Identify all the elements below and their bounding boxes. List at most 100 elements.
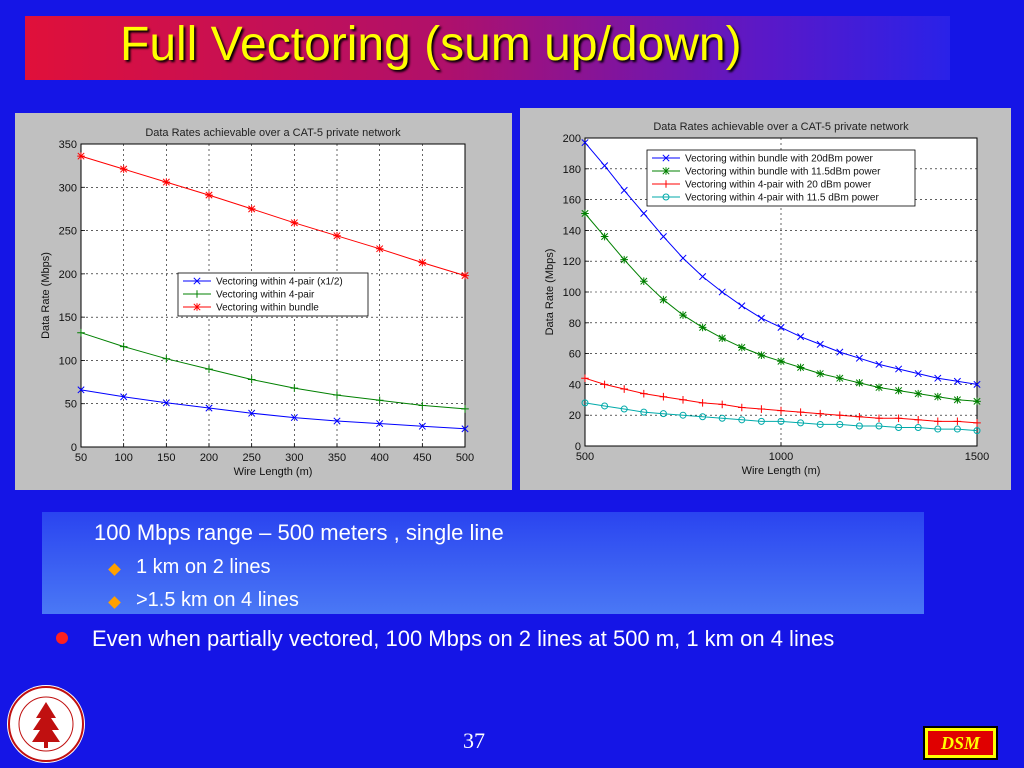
data-point — [620, 255, 628, 264]
data-point — [934, 417, 942, 426]
data-point — [757, 405, 766, 413]
y-tick-label: 200 — [563, 133, 581, 145]
data-point — [777, 323, 785, 331]
data-point — [816, 369, 824, 378]
data-point — [934, 374, 942, 382]
chart-left: Data Rates achievable over a CAT-5 priva… — [15, 113, 512, 490]
chart-title: Data Rates achievable over a CAT-5 priva… — [145, 127, 401, 139]
x-tick-label: 100 — [114, 452, 132, 464]
data-point — [601, 162, 609, 170]
data-point — [601, 402, 609, 410]
x-tick-label: 300 — [285, 452, 303, 464]
series-line-1 — [80, 389, 466, 430]
data-point — [640, 209, 648, 218]
y-tick-label: 20 — [569, 410, 581, 422]
data-point — [679, 254, 687, 262]
data-point — [205, 404, 213, 412]
data-point — [205, 191, 213, 199]
bullet-sub-2: >1.5 km on 4 lines — [136, 589, 299, 611]
data-point — [699, 413, 707, 421]
data-point — [797, 419, 805, 427]
page-number: 37 — [463, 728, 485, 753]
data-point — [895, 424, 903, 432]
data-point — [600, 380, 609, 389]
legend-label: Vectoring within bundle with 20dBm power — [685, 154, 874, 165]
legend-marker — [662, 180, 670, 188]
legend-label: Vectoring within 4-pair with 20 dBm powe… — [685, 180, 872, 191]
x-tick-label: 350 — [328, 452, 346, 464]
legend-marker — [193, 277, 201, 285]
data-point — [77, 386, 85, 394]
data-point — [418, 258, 427, 267]
data-point — [620, 186, 628, 194]
data-point — [659, 233, 667, 241]
data-point — [914, 416, 922, 424]
data-point — [796, 408, 805, 416]
x-tick-label: 250 — [242, 452, 260, 464]
legend-marker — [662, 154, 670, 162]
y-tick-label: 100 — [563, 287, 581, 299]
y-tick-label: 0 — [575, 441, 581, 453]
data-point — [659, 295, 668, 304]
x-tick-label: 500 — [456, 452, 474, 464]
data-point — [581, 209, 589, 218]
data-point — [757, 417, 765, 425]
legend-label: Vectoring within bundle with 11.5dBm pow… — [685, 167, 881, 178]
data-point — [875, 383, 883, 392]
x-tick-label: 1500 — [965, 451, 989, 463]
data-point — [333, 391, 341, 399]
y-tick-label: 40 — [569, 379, 581, 391]
data-point — [836, 348, 844, 356]
data-point — [699, 273, 707, 281]
series-line-3 — [80, 155, 466, 277]
data-point — [777, 417, 785, 425]
data-point — [77, 328, 85, 337]
title-banner — [25, 16, 950, 80]
data-point — [698, 323, 707, 332]
legend-marker — [193, 290, 201, 298]
legend-box — [646, 149, 916, 207]
legend-label: Vectoring within 4-pair with 11.5 dBm po… — [685, 193, 879, 204]
data-point — [162, 354, 171, 363]
y-tick-label: 350 — [59, 139, 77, 151]
data-point — [816, 340, 824, 348]
data-point — [738, 416, 746, 424]
data-point — [895, 365, 903, 373]
data-point — [875, 422, 883, 430]
data-point — [162, 178, 171, 186]
data-point — [247, 375, 256, 384]
data-point — [777, 406, 785, 415]
data-point — [816, 409, 824, 418]
data-point — [418, 401, 427, 410]
y-tick-label: 160 — [563, 195, 581, 207]
data-point — [620, 405, 628, 413]
x-tick-label: 450 — [413, 452, 431, 464]
bullet-sub-1: 1 km on 2 lines — [136, 556, 271, 578]
y-tick-label: 200 — [59, 269, 77, 281]
legend-label: Vectoring within 4-pair (x1/2) — [216, 277, 343, 288]
data-point — [836, 374, 844, 383]
bullet-paragraph: Even when partially vectored, 100 Mbps o… — [92, 626, 835, 651]
data-point — [640, 277, 648, 286]
data-point — [375, 244, 384, 253]
data-point — [796, 363, 805, 372]
data-point — [461, 405, 469, 413]
data-point — [894, 386, 903, 395]
series-line-4 — [584, 402, 978, 432]
data-point — [119, 165, 128, 173]
bullet-main: 100 Mbps range – 500 meters , single lin… — [94, 520, 504, 545]
data-point — [855, 354, 863, 362]
chart-title: Data Rates achievable over a CAT-5 priva… — [653, 121, 909, 133]
data-point — [757, 314, 765, 322]
data-point — [659, 392, 668, 401]
chart-left-svg: Data Rates achievable over a CAT-5 priva… — [40, 127, 474, 478]
data-point — [894, 414, 903, 423]
data-point — [418, 422, 426, 430]
legend-label: Vectoring within bundle — [216, 303, 319, 314]
data-point — [914, 389, 922, 398]
y-tick-label: 120 — [563, 256, 581, 268]
data-point — [461, 271, 469, 280]
data-point — [247, 205, 256, 213]
data-point — [934, 392, 942, 401]
data-point — [620, 385, 628, 393]
